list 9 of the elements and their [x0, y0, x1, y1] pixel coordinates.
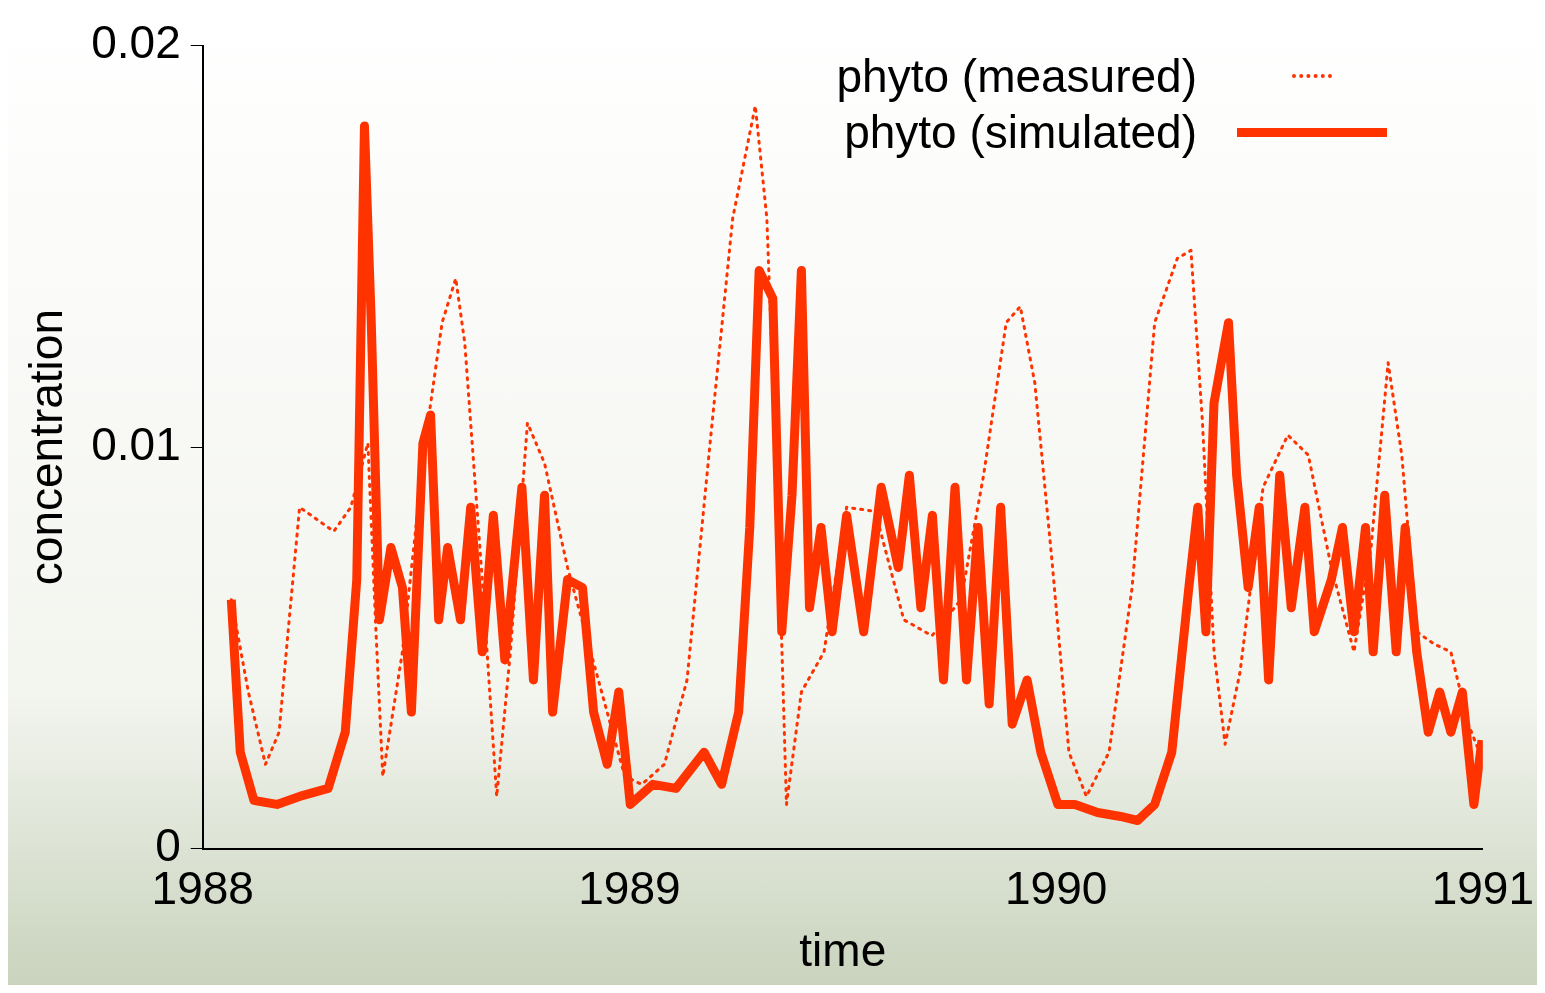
y-tick-label: 0.01	[91, 417, 181, 470]
legend-label: phyto (measured)	[836, 49, 1197, 104]
legend-label: phyto (simulated)	[844, 105, 1197, 160]
x-axis-title: time	[799, 924, 887, 977]
y-axis-title: concentration	[20, 309, 73, 586]
x-tick-label: 1990	[1004, 861, 1108, 914]
y-tick-label: 0.02	[91, 16, 181, 69]
x-tick-label: 1989	[578, 861, 681, 914]
x-tick-label: 1991	[1431, 861, 1535, 914]
